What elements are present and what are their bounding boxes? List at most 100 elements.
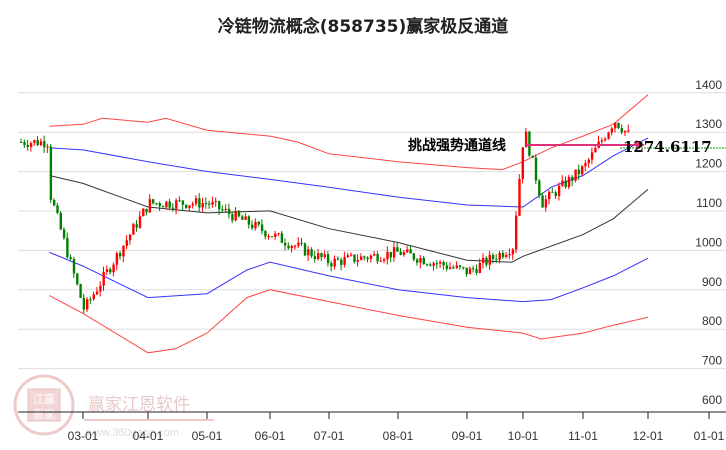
candle [564,180,567,188]
candle [399,251,402,255]
candle [46,146,49,148]
candle [478,262,482,273]
candle [270,236,274,238]
candle [277,233,280,235]
candle [343,257,346,265]
candle [482,257,485,263]
annotation-value: 1274.6117 [623,138,712,156]
candle [538,180,541,196]
candle [221,209,224,211]
candle [515,215,518,250]
candle [531,155,534,158]
channel-bands [49,94,649,354]
candle [280,233,284,243]
candle [62,229,66,238]
x-tick-label: 11-01 [568,429,598,443]
watermark: 江赢 恩家 赢家江恩软件 www.360gann.com [13,374,214,439]
y-tick-label: 600 [702,393,722,407]
middle-line-line [49,175,649,263]
candle [214,201,218,203]
candle [109,269,112,273]
candle [340,259,343,265]
candle [498,252,501,260]
candle [363,256,366,258]
candle [366,257,369,260]
candle [541,195,544,208]
candle [561,180,564,186]
candle [429,264,432,266]
candle [33,140,36,144]
candle [379,260,383,262]
candle [165,201,168,208]
candle [138,216,142,228]
candle [92,294,95,300]
candle [204,203,208,205]
candle [247,216,251,225]
candle [125,240,128,246]
x-tick-label: 03-01 [68,429,99,443]
y-tick-label: 1000 [695,235,722,249]
candle [590,152,594,160]
inner-upper-band-line [49,137,649,208]
y-tick-label: 900 [702,275,722,289]
candle [198,198,201,208]
candle [293,245,297,247]
candle [416,259,419,263]
candle [251,224,254,229]
candle [326,254,330,264]
candle [577,169,581,175]
candle [181,200,185,205]
candle [617,122,620,129]
candle [297,242,300,246]
candle [528,131,531,156]
candle [145,208,148,213]
candle [102,271,105,286]
candle [449,267,452,269]
candle [95,291,99,295]
candle [600,140,604,142]
candle [208,203,211,205]
annotation: 挑战强势通道线 1274.6117 [408,137,726,156]
y-axis-labels: 1400 1300 1200 1100 1000 900 800 700 600 [695,78,722,407]
watermark-seal-top: 江赢 [33,392,55,406]
candle [409,249,412,254]
candle [432,263,435,266]
candle [303,243,307,256]
candle [89,299,92,301]
candle [412,253,416,260]
candle [574,169,577,181]
candle [267,236,270,238]
candle [53,199,56,206]
candlesticks [20,122,630,314]
x-axis: 03-01 04-01 05-01 06-01 07-01 08-01 09-01 10-01… [18,411,726,443]
candle [59,212,62,230]
candle [194,198,198,204]
candle [359,256,363,261]
candle [178,200,181,202]
candle [66,237,69,258]
candle [254,221,257,229]
candle [472,268,475,270]
candle [406,249,409,253]
candle [435,263,439,265]
y-tick-label: 1400 [695,78,722,92]
candle [128,234,132,241]
candle [132,224,135,235]
candle [557,185,561,196]
candle [56,205,59,213]
candle [383,259,386,261]
candle [310,249,313,257]
candle [491,254,495,259]
candle [237,211,241,217]
candle [152,199,155,204]
candle [231,214,234,221]
candle [26,145,29,147]
y-tick-label: 800 [702,314,722,328]
candle [346,255,350,258]
candle [188,205,191,208]
candle [287,245,290,249]
candle [462,267,465,269]
candle [79,284,82,298]
outer-lower-band-line [49,289,649,354]
